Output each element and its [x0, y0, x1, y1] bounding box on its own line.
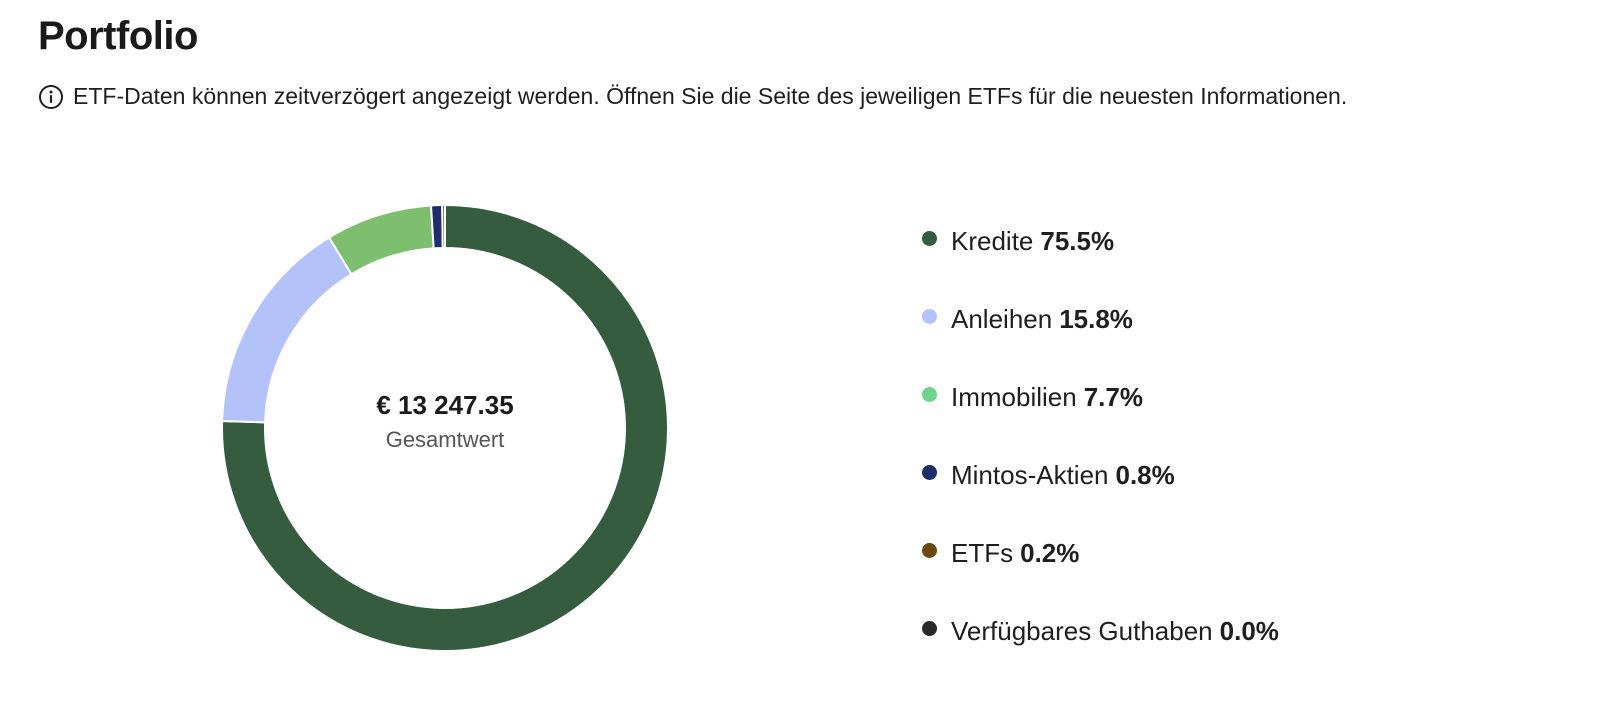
total-label: Gesamtwert: [385, 426, 505, 452]
legend-dot: [922, 308, 937, 324]
legend-dot: [922, 542, 937, 558]
legend-dot: [922, 386, 937, 402]
legend-percentage: 7.7%: [1083, 381, 1143, 412]
legend-label: Mintos-Aktien: [951, 459, 1109, 490]
notice-text: ETF-Daten können zeitverzögert angezeigt…: [73, 83, 1348, 109]
legend-item-anleihen[interactable]: Anleihen 15.8%: [922, 299, 1279, 339]
legend-label: Kredite: [951, 225, 1034, 256]
legend-item-kredite[interactable]: Kredite 75.5%: [922, 221, 1279, 261]
legend-label: Verfügbares Guthaben: [951, 615, 1213, 646]
legend-percentage: 0.8%: [1115, 459, 1175, 490]
legend-percentage: 75.5%: [1040, 225, 1115, 256]
legend-percentage: 15.8%: [1059, 303, 1133, 334]
portfolio-donut-chart: € 13 247.35 Gesamtwert: [221, 204, 669, 652]
etf-delay-notice: ETF-Daten können zeitverzögert angezeigt…: [38, 83, 1347, 110]
legend-item-verfuegbares-guthaben[interactable]: Verfügbares Guthaben 0.0%: [922, 611, 1279, 651]
info-icon: [38, 84, 64, 110]
legend-dot: [922, 620, 937, 636]
legend-item-immobilien[interactable]: Immobilien 7.7%: [922, 377, 1279, 417]
legend-dot: [922, 230, 937, 246]
legend-dot: [922, 464, 937, 480]
donut-svg: [221, 204, 669, 652]
donut-center: € 13 247.35 Gesamtwert: [221, 204, 669, 652]
total-value: € 13 247.35: [376, 389, 514, 420]
legend-item-etfs[interactable]: ETFs 0.2%: [922, 533, 1279, 573]
legend-label: Immobilien: [951, 381, 1077, 412]
legend-percentage: 0.2%: [1020, 537, 1080, 568]
donut-slice-kredite[interactable]: [221, 204, 669, 652]
legend-item-mintos-aktien[interactable]: Mintos-Aktien 0.8%: [922, 455, 1279, 495]
chart-legend: Kredite 75.5% Anleihen 15.8% Immobilien …: [922, 221, 1279, 689]
legend-label: Anleihen: [951, 303, 1053, 334]
page-title: Portfolio: [38, 14, 198, 58]
legend-percentage: 0.0%: [1219, 615, 1279, 646]
legend-label: ETFs: [951, 537, 1014, 568]
donut-slice-etfs[interactable]: [441, 204, 446, 250]
